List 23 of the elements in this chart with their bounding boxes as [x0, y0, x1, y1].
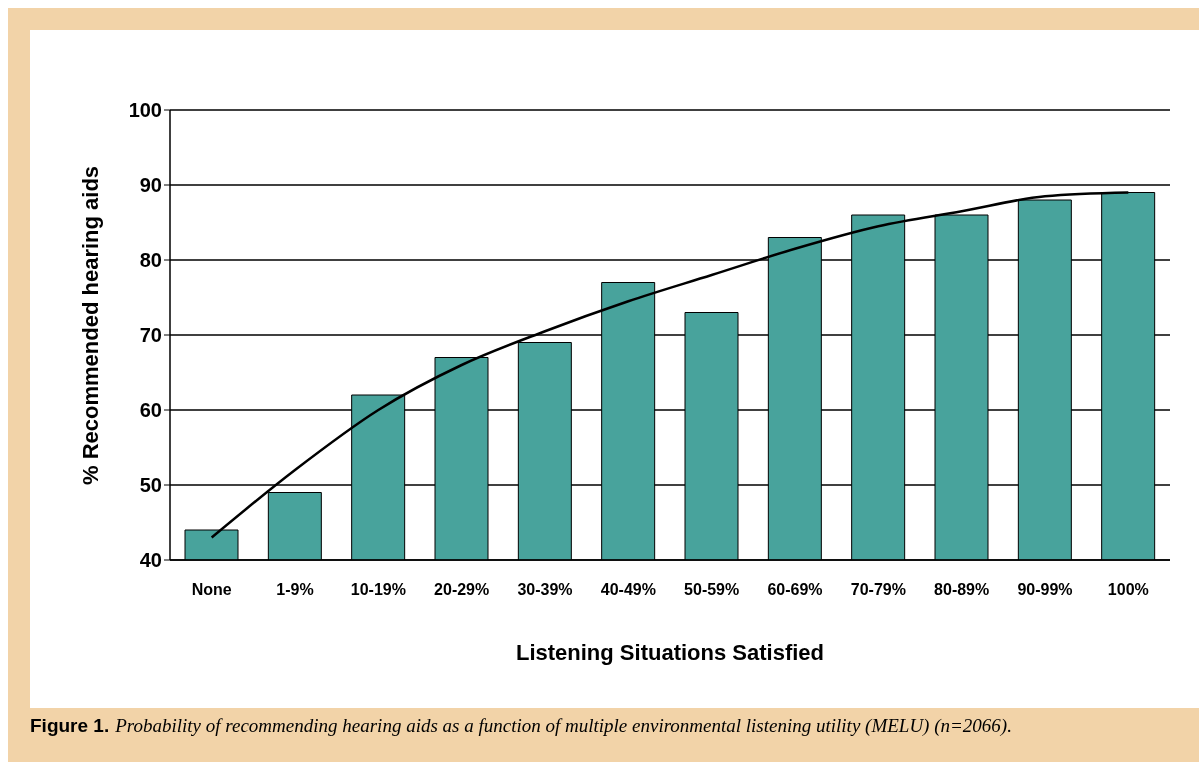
y-tick-label: 60: [139, 399, 162, 422]
x-tick-label: 90-99%: [1017, 581, 1073, 599]
x-tick-label: 70-79%: [850, 581, 906, 599]
x-tick-label: None: [191, 581, 232, 599]
x-tick-label: 100%: [1107, 581, 1149, 599]
y-tick-label: 100: [128, 99, 162, 122]
y-tick-label: 90: [139, 174, 162, 197]
x-tick-label: 20-29%: [434, 581, 490, 599]
x-tick-label: 30-39%: [517, 581, 573, 599]
caption: Figure 1.: [30, 715, 110, 736]
x-tick-label: 60-69%: [767, 581, 823, 599]
x-tick-label: 10-19%: [350, 581, 406, 599]
y-tick-label: 80: [139, 249, 162, 272]
x-tick-label: 40-49%: [600, 581, 656, 599]
text: Probability of recommending hearing aids as a function of multiple environmental listening utility (MELU) (n=2066).: [115, 715, 1012, 736]
x-tick-label: 80-89%: [934, 581, 990, 599]
x-tick-label: 50-59%: [684, 581, 740, 599]
y-axis-title: % Recommended hearing aids: [77, 165, 103, 485]
y-tick-label: 50: [139, 474, 162, 497]
x-axis-title: Listening Situations Satisfied: [515, 640, 825, 665]
y-tick-label: 40: [139, 549, 162, 572]
y-tick-label: 70: [139, 324, 162, 347]
x-tick-label: 1-9%: [276, 581, 314, 599]
